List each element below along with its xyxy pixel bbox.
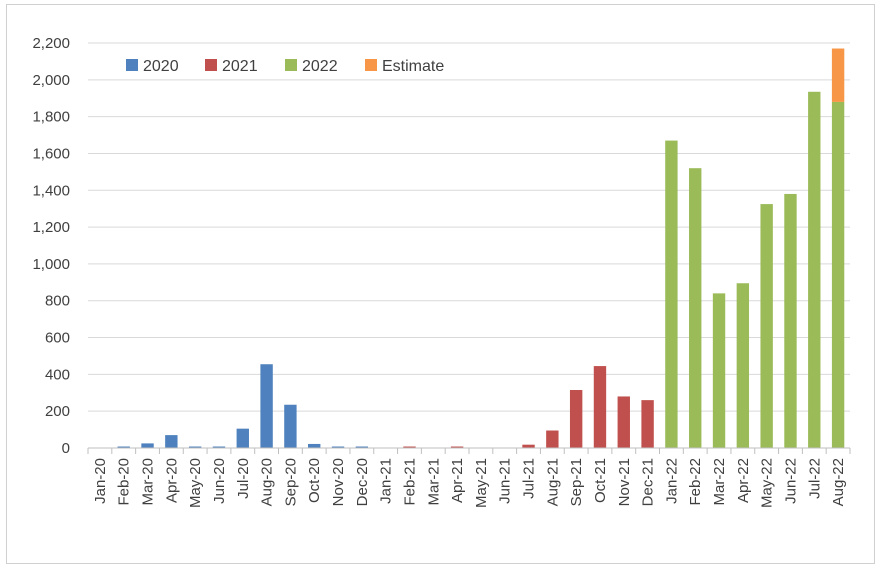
legend: 2020 2021 2022 Estimate [126, 58, 444, 75]
x-tick-label: Sep-20 [282, 458, 299, 506]
x-tick-label: Oct-20 [306, 458, 323, 503]
bar-2020-apr-20 [165, 435, 178, 448]
x-tick-label: Dec-20 [354, 458, 371, 506]
bar-2020-jun-20 [212, 446, 226, 448]
y-tick-label: 1,200 [32, 219, 70, 236]
x-axis: Jan-20 Feb-20 Mar-20 Apr-20 May-20 Jun-20 Jul-… [87, 447, 851, 508]
bar-2022-feb-22 [689, 168, 702, 448]
legend-label-2021: 2021 [222, 58, 258, 75]
bar-2020-oct-20 [308, 443, 321, 448]
bar-2020-feb-20 [117, 446, 130, 448]
x-tick-label: Mar-21 [425, 458, 442, 506]
y-tick-label: 1,600 [32, 145, 70, 162]
bar-2022-may-22 [760, 204, 773, 448]
x-tick-label: May-20 [187, 458, 204, 508]
x-tick-label: May-21 [473, 458, 490, 508]
x-tick-label: May-22 [759, 458, 776, 508]
bar-2021-jul-21 [522, 444, 535, 448]
legend-label-estimate: Estimate [382, 58, 444, 75]
bar-2022-mar-22 [712, 293, 726, 448]
x-tick-label: Mar-20 [140, 458, 157, 506]
x-tick-label: Jul-20 [235, 458, 252, 499]
x-tick-label: Oct-21 [592, 458, 609, 503]
bar-2020-aug-20 [260, 364, 273, 448]
chart-frame [6, 4, 875, 564]
x-tick-label: Jul-22 [806, 458, 823, 499]
x-tick-label: Jun-20 [211, 458, 228, 504]
bar-2020-sep-20 [284, 404, 297, 448]
x-tick-label: Dec-21 [640, 458, 657, 506]
legend-label-2022: 2022 [302, 58, 338, 75]
x-tick-label: Apr-20 [163, 458, 180, 503]
y-tick-label: 2,200 [32, 35, 70, 52]
bar-2020-mar-20 [141, 443, 154, 448]
bar-2020-may-20 [188, 446, 202, 448]
bar-2021-oct-21 [593, 366, 607, 448]
x-tick-label: Feb-22 [687, 458, 704, 506]
x-tick-label: Feb-20 [116, 458, 133, 506]
y-tick-label: 800 [45, 293, 70, 310]
bars [117, 48, 845, 448]
bar-estimate-aug-22 [831, 48, 845, 102]
bar-2021-feb-21 [403, 446, 416, 448]
y-tick-label: 1,400 [32, 182, 70, 199]
x-tick-label: Nov-21 [616, 458, 633, 506]
x-tick-label: Aug-22 [830, 458, 847, 506]
x-tick-label: Mar-22 [711, 458, 728, 506]
x-tick-label: Jan-20 [92, 458, 109, 504]
legend-swatch-2021 [205, 59, 217, 71]
bar-2021-nov-21 [617, 396, 630, 448]
bar-2022-jan-22 [665, 140, 678, 448]
y-tick-label: 1,800 [32, 109, 70, 126]
bar-2021-dec-21 [641, 400, 654, 448]
bar-2021-sep-21 [569, 390, 583, 448]
legend-swatch-2022 [285, 59, 297, 71]
legend-swatch-2020 [126, 59, 138, 71]
x-tick-label: Aug-20 [259, 458, 276, 506]
x-tick-label: Jun-21 [497, 458, 514, 504]
bar-2020-nov-20 [331, 446, 345, 448]
bar-2021-apr-21 [450, 446, 464, 448]
x-tick-label: Sep-21 [568, 458, 585, 506]
bar-2020-dec-20 [355, 446, 369, 448]
y-tick-label: 200 [45, 403, 70, 420]
x-tick-label: Aug-21 [544, 458, 561, 506]
y-tick-label: 600 [45, 330, 70, 347]
legend-label-2020: 2020 [143, 58, 179, 75]
y-tick-label: 0 [62, 440, 70, 457]
x-tick-label: Nov-20 [330, 458, 347, 506]
bar-2022-aug-22 [831, 101, 845, 448]
x-tick-label: Apr-22 [735, 458, 752, 503]
x-tick-label: Jun-22 [782, 458, 799, 504]
x-tick-label: Jan-21 [378, 458, 395, 504]
bar-2022-apr-22 [736, 283, 750, 448]
legend-swatch-estimate [365, 59, 377, 71]
y-axis: 0 200 400 600 800 1,000 1,200 1,400 1,600 1,800 2,… [32, 35, 70, 457]
y-tick-label: 2,000 [32, 72, 70, 89]
bar-2020-jul-20 [236, 428, 249, 448]
y-tick-label: 400 [45, 366, 70, 383]
x-tick-label: Feb-21 [401, 458, 418, 506]
bar-2022-jun-22 [784, 193, 797, 448]
bar-2022-jul-22 [808, 91, 821, 448]
y-tick-label: 1,000 [32, 256, 70, 273]
x-tick-label: Apr-21 [449, 458, 466, 503]
gridlines [88, 42, 850, 412]
x-tick-label: Jul-21 [521, 458, 538, 499]
x-tick-label: Jan-22 [663, 458, 680, 504]
bar-2021-aug-21 [546, 430, 559, 448]
